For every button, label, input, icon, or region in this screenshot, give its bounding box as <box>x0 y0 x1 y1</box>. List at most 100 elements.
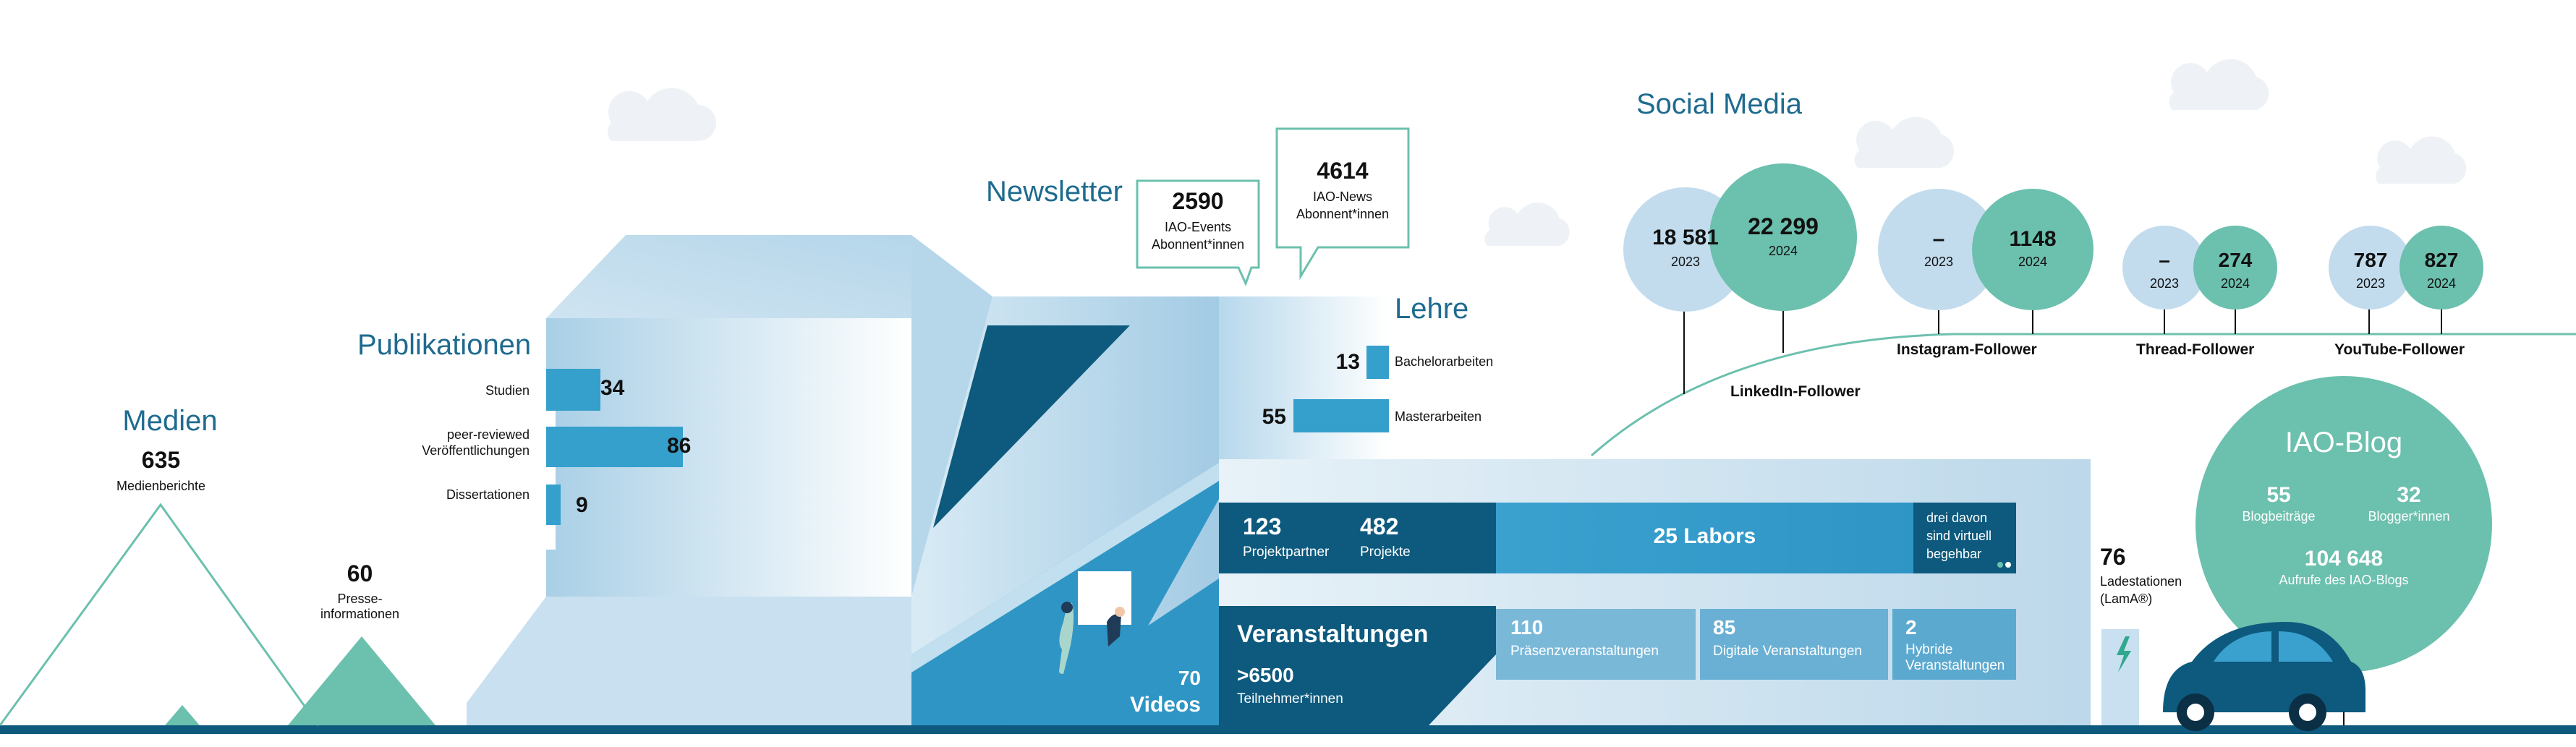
presse-hill <box>288 636 435 725</box>
medien-mountain-outline <box>0 503 320 726</box>
hybrid-panel <box>1892 609 2016 680</box>
medienberichte-value: 635 <box>141 447 181 473</box>
labors-virtual-panel <box>1913 503 2016 573</box>
praesenz-panel <box>1496 609 1696 680</box>
events-value: 2590 <box>1172 188 1224 214</box>
pub-building-front <box>546 318 911 597</box>
social-curve <box>1591 333 2576 457</box>
newsletter-title: Newsletter <box>986 176 1123 208</box>
master-label: Masterarbeiten <box>1395 409 1482 424</box>
youtube-2023-bubble <box>2329 226 2413 310</box>
instagram-2023-value: – <box>1932 227 1945 251</box>
thread-2024-year: 2024 <box>2220 276 2250 291</box>
publikation-bar-1 <box>546 427 684 467</box>
blog-title: IAO-Blog <box>2284 427 2403 458</box>
instagram-2024-value: 1148 <box>2009 227 2057 251</box>
veranstaltungen-title: Veranstaltungen <box>1237 620 1429 648</box>
labors-virtual-label: drei davon sind virtuell begehbar <box>1926 511 1992 561</box>
labors-panel <box>1496 503 1913 573</box>
blog-blogger-value: 32 <box>2397 483 2421 507</box>
video-panel <box>998 579 1219 725</box>
videos-label: Videos <box>1130 693 1201 717</box>
projektpartner-label: Projektpartner <box>1243 545 1330 560</box>
social-media-title: Social Media <box>1636 88 1803 120</box>
veranstaltungen-panel <box>1219 606 1496 725</box>
small-hill <box>165 705 200 725</box>
news-label: IAO-News Abonnent*innen <box>1296 189 1390 221</box>
studien-value: 34 <box>600 376 625 400</box>
youtube-2023-value: 787 <box>2353 249 2388 271</box>
charging-station <box>2101 629 2139 725</box>
digital-label: Digitale Veranstaltungen <box>1713 644 1862 659</box>
instagram-name: Instagram-Follower <box>1897 341 2037 358</box>
peer-reviewed-value: 86 <box>667 434 692 458</box>
events-speech-bubble <box>1136 179 1260 286</box>
medien-title: Medien <box>122 405 218 437</box>
youtube-name: YouTube-Follower <box>2334 341 2465 358</box>
instagram-2024-year: 2024 <box>2018 255 2048 269</box>
lehre-bar-1 <box>1293 399 1389 432</box>
ladestationen-value: 76 <box>2100 544 2126 570</box>
linkedin-name: LinkedIn-Follower <box>1730 383 1861 400</box>
youtube-2024-bubble <box>2399 226 2483 310</box>
thread-name: Thread-Follower <box>2136 341 2255 358</box>
car-illustration <box>2163 622 2365 731</box>
thread-2023-year: 2023 <box>2149 276 2180 291</box>
publikationen-title: Publikationen <box>357 329 532 361</box>
videos-value: 70 <box>1178 667 1201 689</box>
blog-beitraege-value: 55 <box>2266 483 2291 507</box>
labors-label: 25 Labors <box>1653 524 1756 548</box>
news-speech-bubble <box>1275 127 1410 281</box>
pub-building-base <box>467 597 911 725</box>
bachelor-label: Bachelorarbeiten <box>1395 354 1494 369</box>
linkedin-2024-value: 22 299 <box>1748 213 1819 239</box>
projekte-label: Projekte <box>1360 545 1411 560</box>
thread-2024-bubble <box>2193 226 2277 310</box>
publikation-bar-0 <box>546 369 600 411</box>
youtube-2023-year: 2023 <box>2355 276 2386 291</box>
ground-line <box>0 725 2576 734</box>
projektpartner-value: 123 <box>1243 513 1282 539</box>
lehre-title: Lehre <box>1395 293 1469 325</box>
linkedin-2023-year: 2023 <box>1670 255 1701 269</box>
blog-aufrufe-label: Aufrufe des IAO-Blogs <box>2279 573 2409 587</box>
teilnehmer-value: >6500 <box>1237 664 1294 686</box>
lehre-bar-0 <box>1366 346 1389 379</box>
digital-panel <box>1700 609 1888 680</box>
medienberichte-label: Medienberichte <box>116 479 206 493</box>
ladestationen-label: Ladestationen (LamA®) <box>2100 574 2182 606</box>
blog-aufrufe-value: 104 648 <box>2304 547 2384 571</box>
praesenz-value: 110 <box>1510 616 1544 639</box>
lehre-box <box>1219 296 1389 459</box>
youtube-2024-value: 827 <box>2424 249 2459 271</box>
lightning-icon <box>2117 636 2131 673</box>
instagram-2023-bubble <box>1878 189 1999 310</box>
blog-blogger-label: Blogger*innen <box>2368 509 2450 524</box>
studien-label: Studien <box>485 383 530 398</box>
projekte-panel <box>1219 503 1496 573</box>
projekte-value: 482 <box>1360 513 1399 539</box>
youtube-2024-year: 2024 <box>2426 276 2457 291</box>
dissertationen-value: 9 <box>576 493 588 517</box>
events-label: IAO-Events Abonnent*innen <box>1151 220 1245 252</box>
blog-beitraege-label: Blogbeiträge <box>2242 509 2316 524</box>
cloud-icon <box>607 59 2467 246</box>
presse-label: Presse-informationen <box>320 592 400 621</box>
news-value: 4614 <box>1317 158 1369 184</box>
dissertationen-label: Dissertationen <box>446 487 530 502</box>
center-white-stripe <box>911 463 1219 673</box>
presse-value: 60 <box>347 560 373 586</box>
center-dark-facet <box>933 325 1130 528</box>
teilnehmer-label: Teilnehmer*innen <box>1237 691 1343 707</box>
digital-value: 85 <box>1713 616 1736 639</box>
hybrid-value: 2 <box>1905 616 1917 639</box>
peer-reviewed-label: peer-reviewed Veröffentlichungen <box>422 427 530 458</box>
thread-2024-value: 274 <box>2218 249 2253 271</box>
instagram-2024-bubble <box>1972 189 2093 310</box>
master-value: 55 <box>1262 405 1286 429</box>
bachelor-value: 13 <box>1335 350 1360 374</box>
people-illustration <box>1059 571 1131 674</box>
hybrid-label: Hybride Veranstaltungen <box>1905 642 2005 673</box>
pub-building-top <box>546 235 911 318</box>
